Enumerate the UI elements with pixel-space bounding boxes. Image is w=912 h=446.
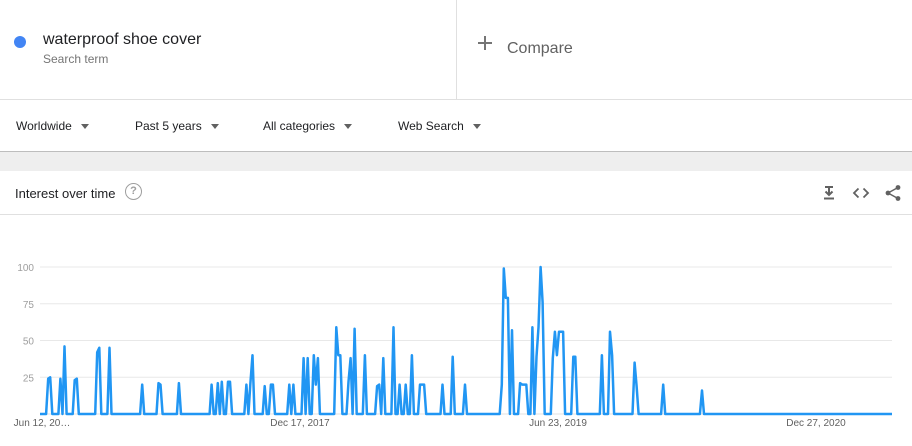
compare-button[interactable]: Compare <box>458 0 912 99</box>
search-type-filter[interactable]: Web Search <box>398 118 481 134</box>
term-bar: waterproof shoe cover Search term Compar… <box>0 0 912 100</box>
plus-icon <box>478 36 492 50</box>
caret-down-icon <box>80 123 89 129</box>
x-tick-label: Dec 27, 2020 <box>786 418 846 429</box>
y-tick-label: 25 <box>23 373 35 384</box>
search-term-subtitle: Search term <box>43 52 109 66</box>
region-filter[interactable]: Worldwide <box>16 118 89 134</box>
share-icon[interactable] <box>883 183 903 203</box>
x-tick-label: Dec 17, 2017 <box>270 418 330 429</box>
y-tick-label: 75 <box>23 300 35 311</box>
embed-icon[interactable] <box>851 183 871 203</box>
category-filter[interactable]: All categories <box>263 118 353 134</box>
help-icon[interactable]: ? <box>125 183 142 200</box>
y-tick-label: 100 <box>17 263 34 274</box>
series-line <box>40 265 892 416</box>
search-type-filter-label: Web Search <box>398 119 464 133</box>
search-term-card[interactable]: waterproof shoe cover Search term <box>0 0 457 99</box>
section-divider <box>0 152 912 171</box>
compare-label: Compare <box>507 40 573 57</box>
y-tick-label: 50 <box>23 337 35 348</box>
download-icon[interactable] <box>819 183 839 203</box>
line-chart: 100 75 50 25 Jun 12, 20… Dec 17, 2017 Jun 23, … <box>14 263 892 429</box>
caret-down-icon <box>472 123 481 129</box>
x-tick-label: Jun 23, 2019 <box>529 418 587 429</box>
filter-bar: Worldwide Past 5 years All categories We… <box>0 100 912 152</box>
x-tick-label: Jun 12, 20… <box>14 418 71 429</box>
region-filter-label: Worldwide <box>16 119 72 133</box>
interest-chart: 100 75 50 25 Jun 12, 20… Dec 17, 2017 Jun 23, … <box>0 216 912 446</box>
card-title: Interest over time <box>15 186 116 201</box>
caret-down-icon <box>210 123 219 129</box>
time-range-filter[interactable]: Past 5 years <box>135 118 219 134</box>
time-range-filter-label: Past 5 years <box>135 119 202 133</box>
interest-over-time-card: Interest over time ? 100 75 50 25 Jun 12, 20… <box>0 171 912 446</box>
category-filter-label: All categories <box>263 119 336 133</box>
series-color-dot <box>14 36 26 48</box>
search-term-name[interactable]: waterproof shoe cover <box>43 31 202 48</box>
card-header: Interest over time ? <box>0 171 912 215</box>
caret-down-icon <box>344 123 353 129</box>
